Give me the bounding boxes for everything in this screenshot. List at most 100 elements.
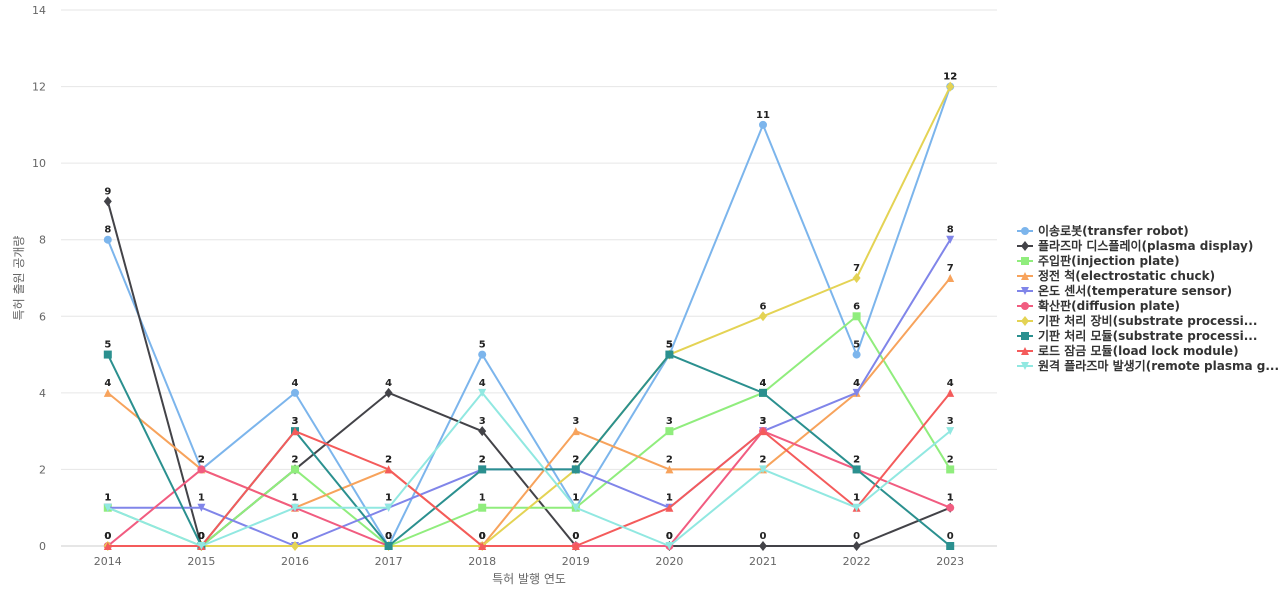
data-point [384, 542, 393, 550]
data-label: 1 [853, 493, 860, 504]
data-label: 0 [666, 531, 673, 542]
legend-label: 확산판(diffusion plate) [1038, 298, 1180, 313]
legend-item[interactable]: 원격 플라즈마 발생기(remote plasma g... [1017, 358, 1279, 373]
data-point [759, 541, 767, 551]
legend-symbol-marker [1021, 332, 1029, 340]
data-point [103, 235, 112, 244]
data-point [759, 388, 767, 397]
data-point [852, 388, 861, 397]
data-label: 8 [947, 225, 954, 236]
data-point [571, 465, 580, 474]
data-point [571, 427, 580, 436]
data-label: 0 [572, 531, 579, 542]
data-label: 0 [479, 531, 486, 542]
data-label: 2 [760, 454, 767, 465]
data-point [946, 388, 955, 397]
data-label: 0 [853, 531, 860, 542]
data-label: 1 [572, 493, 579, 504]
data-label: 0 [198, 531, 205, 542]
data-label: 1 [479, 493, 486, 504]
data-point [384, 465, 393, 474]
data-label: 0 [198, 531, 205, 542]
y-tick-label: 12 [32, 81, 46, 94]
data-point [665, 542, 674, 550]
data-label: 4 [104, 378, 111, 389]
data-point [571, 542, 580, 550]
data-label: 0 [198, 531, 205, 542]
data-point [478, 465, 487, 474]
data-label: 0 [666, 531, 673, 542]
data-label: 5 [666, 340, 673, 351]
legend-item[interactable]: 로드 잠금 모듈(load lock module) [1017, 343, 1239, 358]
data-label: 4 [760, 378, 767, 389]
series-line [107, 392, 951, 547]
data-point [759, 465, 767, 474]
data-label: 6 [760, 301, 767, 312]
data-point [852, 350, 861, 359]
y-tick-label: 2 [39, 463, 46, 476]
legend-label: 정전 척(electrostatic chuck) [1038, 268, 1215, 283]
y-axis-title: 특허 출원 공개량 [12, 236, 26, 321]
data-point [103, 196, 112, 207]
data-label: 4 [292, 378, 299, 389]
x-tick-label: 2020 [655, 555, 683, 568]
data-point [103, 503, 112, 512]
data-label: 0 [572, 531, 579, 542]
y-tick-label: 8 [39, 234, 46, 247]
data-point [852, 312, 861, 321]
data-label: 0 [385, 531, 392, 542]
data-label: 2 [198, 454, 205, 465]
data-label: 3 [947, 416, 954, 427]
data-label: 1 [292, 493, 299, 504]
data-label: 2 [572, 454, 579, 465]
data-label: 1 [104, 493, 111, 504]
data-label: 7 [947, 263, 954, 274]
data-point [384, 503, 393, 512]
data-point [759, 427, 767, 436]
data-point [759, 311, 767, 322]
data-point [478, 503, 487, 512]
legend-item[interactable]: 기판 처리 장비(substrate processi... [1017, 313, 1257, 328]
data-label: 0 [666, 531, 673, 542]
legend-label: 기판 처리 장비(substrate processi... [1038, 313, 1257, 328]
series-2 [103, 196, 955, 551]
data-label: 2 [572, 454, 579, 465]
data-label: 1 [666, 493, 673, 504]
data-label: 1 [947, 493, 954, 504]
data-point [571, 503, 580, 512]
data-point [852, 503, 861, 512]
data-label: 0 [385, 531, 392, 542]
data-label: 0 [104, 531, 111, 542]
data-point [478, 350, 487, 359]
data-label: 11 [756, 110, 770, 121]
legend-item[interactable]: 확산판(diffusion plate) [1017, 298, 1180, 313]
legend-item[interactable]: 이송로봇(transfer robot) [1017, 223, 1189, 238]
legend-symbol-marker [1021, 287, 1029, 295]
data-label: 1 [104, 493, 111, 504]
data-label: 0 [292, 531, 299, 542]
legend-item[interactable]: 온도 센서(temperature sensor) [1017, 283, 1232, 298]
data-label: 2 [853, 454, 860, 465]
data-point [665, 503, 674, 512]
data-label: 0 [572, 531, 579, 542]
data-point [946, 235, 955, 244]
legend-item[interactable]: 주입판(injection plate) [1017, 253, 1180, 268]
data-label: 0 [479, 531, 486, 542]
legend-label: 온도 센서(temperature sensor) [1038, 283, 1232, 298]
legend-item[interactable]: 정전 척(electrostatic chuck) [1017, 268, 1215, 283]
data-label: 0 [479, 531, 486, 542]
data-point [852, 465, 861, 474]
data-label: 0 [198, 531, 205, 542]
data-label: 1 [385, 493, 392, 504]
grid-lines [61, 9, 997, 547]
data-label: 8 [104, 225, 111, 236]
x-tick-label: 2021 [749, 555, 777, 568]
data-point [103, 542, 112, 550]
data-label: 0 [385, 531, 392, 542]
legend-item[interactable]: 플라즈마 디스플레이(plasma display) [1017, 238, 1253, 253]
data-label: 0 [385, 531, 392, 542]
data-label: 3 [666, 416, 673, 427]
legend-item[interactable]: 기판 처리 모듈(substrate processi... [1017, 328, 1257, 343]
